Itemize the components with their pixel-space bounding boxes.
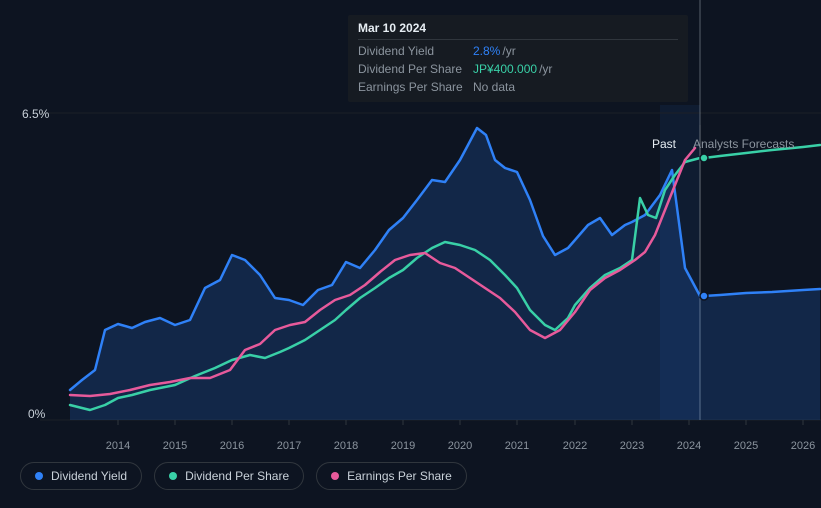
tooltip-suffix: /yr	[502, 44, 515, 58]
tooltip-suffix: /yr	[539, 62, 552, 76]
tooltip-row-earnings-per-share: Earnings Per Share No data	[358, 78, 678, 96]
x-tick-label: 2018	[334, 440, 358, 452]
tooltip-date: Mar 10 2024	[358, 21, 678, 40]
x-tick-label: 2016	[220, 440, 244, 452]
legend-dot	[169, 472, 177, 480]
x-tick-label: 2024	[677, 440, 701, 452]
section-label-past: Past	[652, 137, 676, 151]
tooltip-value: 2.8%	[473, 44, 500, 58]
tooltip-label: Earnings Per Share	[358, 80, 473, 94]
tooltip-label: Dividend Yield	[358, 44, 473, 58]
x-tick-label: 2026	[791, 440, 815, 452]
x-tick-label: 2023	[620, 440, 644, 452]
tooltip-row-dividend-per-share: Dividend Per Share JP¥400.000 /yr	[358, 60, 678, 78]
y-tick-min: 0%	[28, 407, 45, 421]
legend-label: Dividend Per Share	[185, 469, 289, 483]
x-tick-label: 2014	[106, 440, 130, 452]
x-tick-label: 2020	[448, 440, 472, 452]
legend-item-earnings-per-share[interactable]: Earnings Per Share	[316, 462, 467, 490]
legend: Dividend Yield Dividend Per Share Earnin…	[20, 462, 467, 490]
legend-label: Earnings Per Share	[347, 469, 452, 483]
x-tick-label: 2021	[505, 440, 529, 452]
section-label-forecast: Analysts Forecasts	[693, 137, 794, 151]
x-tick-label: 2017	[277, 440, 301, 452]
chart-tooltip: Mar 10 2024 Dividend Yield 2.8% /yr Divi…	[348, 15, 688, 102]
x-tick-label: 2025	[734, 440, 758, 452]
x-tick-label: 2022	[563, 440, 587, 452]
tooltip-label: Dividend Per Share	[358, 62, 473, 76]
tooltip-value: JP¥400.000	[473, 62, 537, 76]
legend-item-dividend-yield[interactable]: Dividend Yield	[20, 462, 142, 490]
y-tick-max: 6.5%	[22, 107, 49, 121]
legend-label: Dividend Yield	[51, 469, 127, 483]
legend-dot	[331, 472, 339, 480]
tooltip-nodata: No data	[473, 80, 515, 94]
x-tick-label: 2015	[163, 440, 187, 452]
tooltip-row-dividend-yield: Dividend Yield 2.8% /yr	[358, 42, 678, 60]
x-tick-label: 2019	[391, 440, 415, 452]
legend-item-dividend-per-share[interactable]: Dividend Per Share	[154, 462, 304, 490]
legend-dot	[35, 472, 43, 480]
